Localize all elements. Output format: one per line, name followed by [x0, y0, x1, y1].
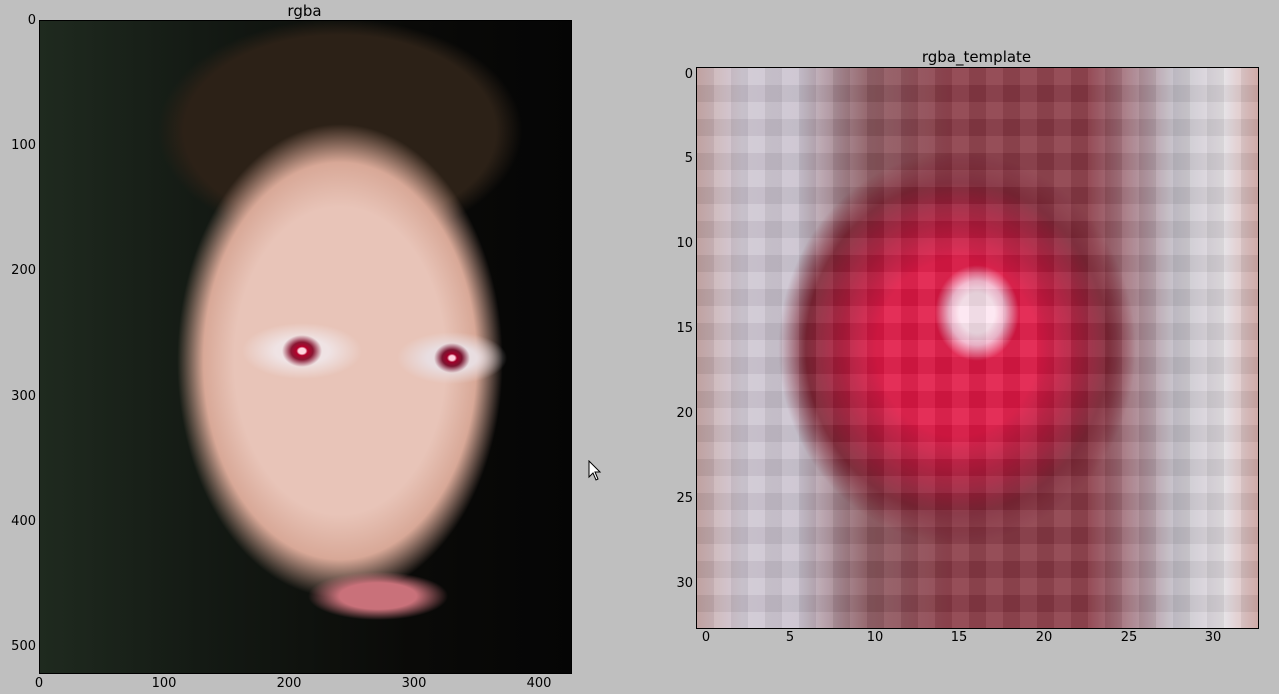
figure2-xtick: 10: [866, 630, 884, 645]
figure2-title: rgba_template: [921, 48, 1032, 66]
face-image: [39, 20, 572, 674]
figure2-xtick: 15: [950, 630, 968, 645]
figure1-ytick: 300: [11, 389, 36, 404]
figure2-xtick: 20: [1035, 630, 1053, 645]
figure1-ytick: 400: [11, 514, 36, 529]
figure2-ytick: 20: [676, 406, 693, 421]
figure1-xtick: 300: [401, 676, 427, 691]
figure1-title: rgba: [287, 2, 322, 20]
figure2-ytick: 0: [684, 67, 693, 82]
figure1-ytick: 200: [11, 263, 36, 278]
figure1-xtick: 400: [526, 676, 552, 691]
template-image: [696, 67, 1259, 629]
figure1-xtick: 100: [151, 676, 177, 691]
figure2-xtick: 5: [785, 630, 795, 645]
figure2-ytick: 15: [676, 321, 693, 336]
figure2-ytick: 5: [684, 151, 693, 166]
figure2-xtick: 25: [1120, 630, 1138, 645]
figure2-ytick: 30: [676, 576, 693, 591]
figure1-ytick: 100: [11, 138, 36, 153]
figure2-xtick: 0: [701, 630, 711, 645]
mouse-pointer-icon: [588, 460, 602, 481]
figure1-xtick: 200: [276, 676, 302, 691]
figure2-xtick: 30: [1204, 630, 1222, 645]
figure2-ytick: 10: [676, 236, 693, 251]
figure1-ytick: 500: [11, 639, 36, 654]
figure1-ytick: 0: [27, 13, 36, 28]
figure1-xtick: 0: [34, 676, 44, 691]
figure2-ytick: 25: [676, 491, 693, 506]
